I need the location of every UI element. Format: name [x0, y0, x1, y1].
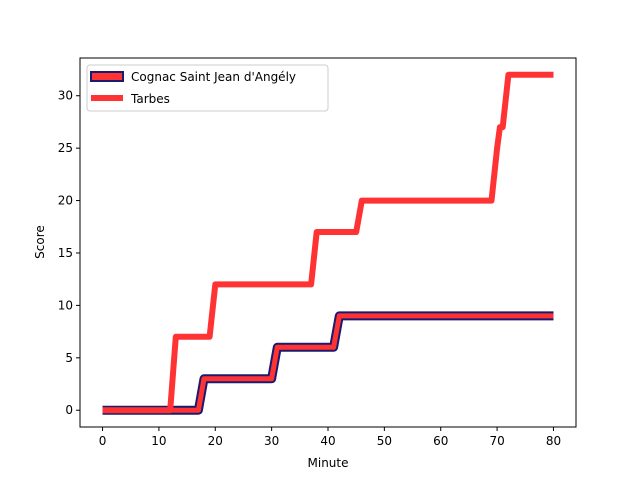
series-line-tarbes [102, 71, 554, 414]
y-axis-label: Score [33, 225, 47, 259]
y-tick-label: 15 [58, 246, 73, 260]
x-tick-label: 30 [264, 434, 279, 448]
legend-label-cognac: Cognac Saint Jean d'Angély [131, 70, 296, 84]
series-line-cognac [102, 313, 554, 413]
y-tick-label: 25 [58, 141, 73, 155]
legend-label-tarbes: Tarbes [130, 92, 170, 106]
x-axis: 0 10 20 30 40 50 60 70 80 [99, 427, 561, 448]
y-axis: 0 5 10 15 20 25 30 [58, 89, 80, 417]
x-tick-label: 10 [151, 434, 166, 448]
y-tick-label: 10 [58, 298, 73, 312]
x-tick-label: 80 [546, 434, 561, 448]
x-tick-label: 70 [489, 434, 504, 448]
x-tick-label: 60 [433, 434, 448, 448]
x-tick-label: 20 [208, 434, 223, 448]
legend-box [86, 64, 329, 112]
legend: Cognac Saint Jean d'Angély Tarbes [86, 64, 329, 112]
x-tick-label: 0 [99, 434, 107, 448]
y-tick-label: 5 [65, 351, 73, 365]
x-tick-label: 50 [377, 434, 392, 448]
plot-lines [102, 71, 554, 415]
y-tick-label: 20 [58, 194, 73, 208]
legend-swatch-cognac [90, 71, 124, 82]
y-tick-label: 30 [58, 89, 73, 103]
x-axis-label: Minute [308, 456, 349, 470]
y-tick-label: 0 [65, 403, 73, 417]
x-tick-label: 40 [320, 434, 335, 448]
